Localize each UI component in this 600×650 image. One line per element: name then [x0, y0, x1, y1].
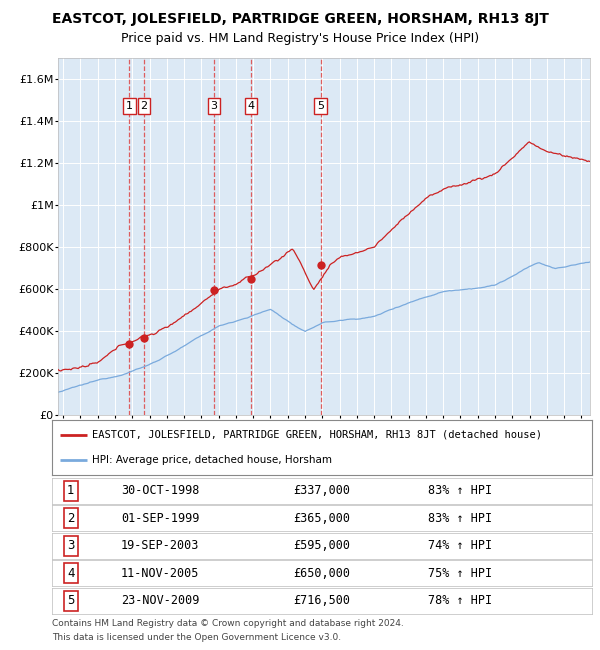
- Text: 4: 4: [247, 101, 254, 111]
- Text: 5: 5: [67, 594, 74, 607]
- Text: 4: 4: [67, 567, 74, 580]
- Text: 1: 1: [126, 101, 133, 111]
- Text: 1: 1: [67, 484, 74, 497]
- Text: 2: 2: [67, 512, 74, 525]
- Text: £365,000: £365,000: [293, 512, 350, 525]
- Text: HPI: Average price, detached house, Horsham: HPI: Average price, detached house, Hors…: [92, 455, 332, 465]
- Text: 3: 3: [210, 101, 217, 111]
- Text: This data is licensed under the Open Government Licence v3.0.: This data is licensed under the Open Gov…: [52, 633, 341, 642]
- Text: 78% ↑ HPI: 78% ↑ HPI: [428, 594, 492, 607]
- Text: £595,000: £595,000: [293, 540, 350, 552]
- Text: 23-NOV-2009: 23-NOV-2009: [121, 594, 199, 607]
- Text: 83% ↑ HPI: 83% ↑ HPI: [428, 512, 492, 525]
- Text: 75% ↑ HPI: 75% ↑ HPI: [428, 567, 492, 580]
- Text: 19-SEP-2003: 19-SEP-2003: [121, 540, 199, 552]
- Text: 01-SEP-1999: 01-SEP-1999: [121, 512, 199, 525]
- Text: EASTCOT, JOLESFIELD, PARTRIDGE GREEN, HORSHAM, RH13 8JT (detached house): EASTCOT, JOLESFIELD, PARTRIDGE GREEN, HO…: [92, 430, 542, 440]
- Text: 2: 2: [140, 101, 148, 111]
- Text: 5: 5: [317, 101, 324, 111]
- Text: Contains HM Land Registry data © Crown copyright and database right 2024.: Contains HM Land Registry data © Crown c…: [52, 619, 404, 628]
- Text: £337,000: £337,000: [293, 484, 350, 497]
- Text: £650,000: £650,000: [293, 567, 350, 580]
- Text: 83% ↑ HPI: 83% ↑ HPI: [428, 484, 492, 497]
- Text: 74% ↑ HPI: 74% ↑ HPI: [428, 540, 492, 552]
- Text: Price paid vs. HM Land Registry's House Price Index (HPI): Price paid vs. HM Land Registry's House …: [121, 32, 479, 45]
- Text: 11-NOV-2005: 11-NOV-2005: [121, 567, 199, 580]
- Text: £716,500: £716,500: [293, 594, 350, 607]
- Text: 3: 3: [67, 540, 74, 552]
- Text: EASTCOT, JOLESFIELD, PARTRIDGE GREEN, HORSHAM, RH13 8JT: EASTCOT, JOLESFIELD, PARTRIDGE GREEN, HO…: [52, 12, 548, 26]
- Text: 30-OCT-1998: 30-OCT-1998: [121, 484, 199, 497]
